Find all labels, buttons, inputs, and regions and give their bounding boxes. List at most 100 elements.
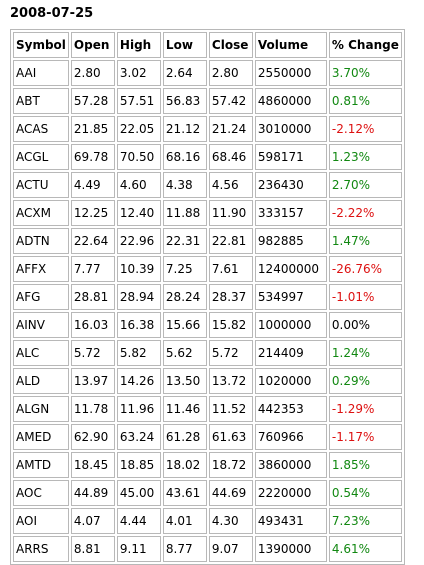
symbol-cell: ALD — [13, 368, 69, 394]
volume-cell: 1000000 — [254, 312, 327, 338]
symbol-cell: ACXM — [13, 200, 69, 226]
symbol-cell: ARRS — [13, 536, 69, 562]
open-cell: 11.78 — [70, 396, 115, 422]
close-cell: 61.63 — [208, 424, 253, 450]
volume-cell: 1390000 — [254, 536, 327, 562]
percent-change-cell: -2.12% — [328, 116, 402, 142]
volume-cell: 4860000 — [254, 88, 327, 114]
volume-cell: 3860000 — [254, 452, 327, 478]
symbol-cell: AFG — [13, 284, 69, 310]
symbol-cell: ALC — [13, 340, 69, 366]
symbol-cell: ALGN — [13, 396, 69, 422]
high-cell: 3.02 — [116, 60, 161, 86]
open-cell: 5.72 — [70, 340, 115, 366]
percent-change-cell: -26.76% — [328, 256, 402, 282]
open-cell: 18.45 — [70, 452, 115, 478]
close-cell: 11.52 — [208, 396, 253, 422]
close-cell: 2.80 — [208, 60, 253, 86]
low-cell: 4.38 — [162, 172, 207, 198]
close-cell: 15.82 — [208, 312, 253, 338]
symbol-cell: AMED — [13, 424, 69, 450]
low-cell: 56.83 — [162, 88, 207, 114]
column-header-open: Open — [70, 32, 115, 58]
percent-change-cell: -1.01% — [328, 284, 402, 310]
table-body: AAI 2.80 3.02 2.64 2.80 2550000 3.70% ABT 57.28 5… — [13, 60, 402, 562]
high-cell: 5.82 — [116, 340, 161, 366]
percent-change-cell: 0.54% — [328, 480, 402, 506]
high-cell: 10.39 — [116, 256, 161, 282]
percent-change-cell: 1.23% — [328, 144, 402, 170]
low-cell: 68.16 — [162, 144, 207, 170]
table-row: AOC 44.89 45.00 43.61 44.69 2220000 0.54% — [13, 480, 402, 506]
symbol-cell: AINV — [13, 312, 69, 338]
open-cell: 62.90 — [70, 424, 115, 450]
percent-change-cell: 1.24% — [328, 340, 402, 366]
high-cell: 45.00 — [116, 480, 161, 506]
close-cell: 5.72 — [208, 340, 253, 366]
low-cell: 4.01 — [162, 508, 207, 534]
percent-change-cell: 0.81% — [328, 88, 402, 114]
percent-change-cell: 1.47% — [328, 228, 402, 254]
high-cell: 11.96 — [116, 396, 161, 422]
open-cell: 44.89 — [70, 480, 115, 506]
symbol-cell: AOC — [13, 480, 69, 506]
high-cell: 63.24 — [116, 424, 161, 450]
table-row: AFFX 7.77 10.39 7.25 7.61 12400000 -26.76% — [13, 256, 402, 282]
low-cell: 61.28 — [162, 424, 207, 450]
close-cell: 22.81 — [208, 228, 253, 254]
stock-quotes-table: Symbol Open High Low Close Volume % Chan… — [10, 29, 405, 565]
table-row: AINV 16.03 16.38 15.66 15.82 1000000 0.00% — [13, 312, 402, 338]
symbol-cell: AFFX — [13, 256, 69, 282]
open-cell: 8.81 — [70, 536, 115, 562]
close-cell: 18.72 — [208, 452, 253, 478]
open-cell: 28.81 — [70, 284, 115, 310]
table-row: AFG 28.81 28.94 28.24 28.37 534997 -1.01% — [13, 284, 402, 310]
low-cell: 11.46 — [162, 396, 207, 422]
open-cell: 4.49 — [70, 172, 115, 198]
symbol-cell: ACGL — [13, 144, 69, 170]
high-cell: 4.60 — [116, 172, 161, 198]
table-row: AOI 4.07 4.44 4.01 4.30 493431 7.23% — [13, 508, 402, 534]
table-row: AMTD 18.45 18.85 18.02 18.72 3860000 1.85% — [13, 452, 402, 478]
column-header-close: Close — [208, 32, 253, 58]
volume-cell: 442353 — [254, 396, 327, 422]
percent-change-cell: -1.17% — [328, 424, 402, 450]
low-cell: 21.12 — [162, 116, 207, 142]
symbol-cell: ABT — [13, 88, 69, 114]
open-cell: 57.28 — [70, 88, 115, 114]
volume-cell: 214409 — [254, 340, 327, 366]
page-title: 2008-07-25 — [10, 6, 94, 21]
high-cell: 12.40 — [116, 200, 161, 226]
open-cell: 16.03 — [70, 312, 115, 338]
table-row: ADTN 22.64 22.96 22.31 22.81 982885 1.47% — [13, 228, 402, 254]
close-cell: 7.61 — [208, 256, 253, 282]
close-cell: 21.24 — [208, 116, 253, 142]
low-cell: 5.62 — [162, 340, 207, 366]
close-cell: 28.37 — [208, 284, 253, 310]
close-cell: 13.72 — [208, 368, 253, 394]
volume-cell: 1020000 — [254, 368, 327, 394]
symbol-cell: ACAS — [13, 116, 69, 142]
table-row: AAI 2.80 3.02 2.64 2.80 2550000 3.70% — [13, 60, 402, 86]
table-row: ALC 5.72 5.82 5.62 5.72 214409 1.24% — [13, 340, 402, 366]
volume-cell: 2550000 — [254, 60, 327, 86]
open-cell: 4.07 — [70, 508, 115, 534]
open-cell: 22.64 — [70, 228, 115, 254]
open-cell: 21.85 — [70, 116, 115, 142]
volume-cell: 982885 — [254, 228, 327, 254]
symbol-cell: AOI — [13, 508, 69, 534]
low-cell: 15.66 — [162, 312, 207, 338]
volume-cell: 534997 — [254, 284, 327, 310]
column-header-low: Low — [162, 32, 207, 58]
close-cell: 68.46 — [208, 144, 253, 170]
low-cell: 22.31 — [162, 228, 207, 254]
close-cell: 44.69 — [208, 480, 253, 506]
table-header-row: Symbol Open High Low Close Volume % Chan… — [13, 32, 402, 58]
volume-cell: 2220000 — [254, 480, 327, 506]
percent-change-cell: 4.61% — [328, 536, 402, 562]
volume-cell: 3010000 — [254, 116, 327, 142]
low-cell: 8.77 — [162, 536, 207, 562]
low-cell: 2.64 — [162, 60, 207, 86]
table-row: ACTU 4.49 4.60 4.38 4.56 236430 2.70% — [13, 172, 402, 198]
high-cell: 22.96 — [116, 228, 161, 254]
